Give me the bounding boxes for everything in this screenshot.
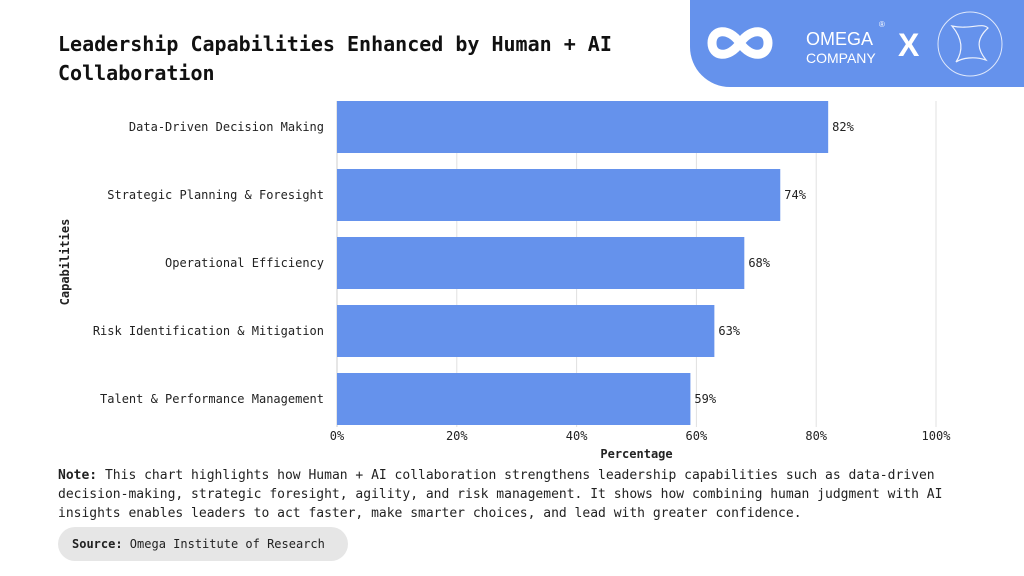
x-tick-label: 100% [922, 429, 952, 443]
data-label: 82% [832, 120, 854, 134]
category-label: Operational Efficiency [165, 256, 324, 270]
x-axis-title: Percentage [600, 447, 672, 461]
chart-title: Leadership Capabilities Enhanced by Huma… [58, 32, 612, 85]
note-label: Note: [58, 468, 98, 483]
data-label: 74% [784, 188, 806, 202]
chart-note: Note: This chart highlights how Human + … [58, 466, 958, 523]
registered-mark: ® [879, 20, 885, 29]
category-label: Data-Driven Decision Making [129, 120, 324, 134]
partner-logo-icon [937, 11, 1003, 77]
bar [337, 237, 745, 289]
brand-line2: COMPANY [806, 50, 876, 66]
x-tick-label: 40% [566, 429, 588, 443]
data-label: 59% [694, 392, 716, 406]
omega-logo-banner: OMEGA ® COMPANY X [690, 0, 1024, 87]
bar-chart: 0% 20% 40% 60% 80% 100% Data-Driven Decision M… [58, 101, 952, 461]
y-axis-title: Capabilities [58, 219, 72, 306]
data-label: 68% [748, 256, 770, 270]
source-text: Omega Institute of Research [122, 537, 325, 551]
source-label: Source: [72, 537, 123, 551]
data-label: 63% [718, 324, 740, 338]
infinity-icon [707, 27, 773, 59]
category-label: Strategic Planning & Foresight [107, 188, 324, 202]
bar [337, 373, 691, 425]
bar [337, 169, 781, 221]
category-label: Talent & Performance Management [100, 392, 324, 406]
omega-logo: OMEGA ® COMPANY X [707, 11, 1003, 77]
x-tick-label: 20% [446, 429, 468, 443]
category-label: Risk Identification & Mitigation [93, 324, 324, 338]
logo-separator: X [898, 27, 920, 63]
source-badge: Source: Omega Institute of Research [58, 527, 348, 561]
note-text: This chart highlights how Human + AI col… [58, 468, 943, 521]
bar [337, 101, 829, 153]
x-tick-label: 80% [805, 429, 827, 443]
x-tick-label: 0% [330, 429, 345, 443]
x-tick-label: 60% [686, 429, 708, 443]
mesh-shape-icon [950, 25, 989, 63]
bar [337, 305, 715, 357]
brand-line1: OMEGA [806, 29, 873, 49]
